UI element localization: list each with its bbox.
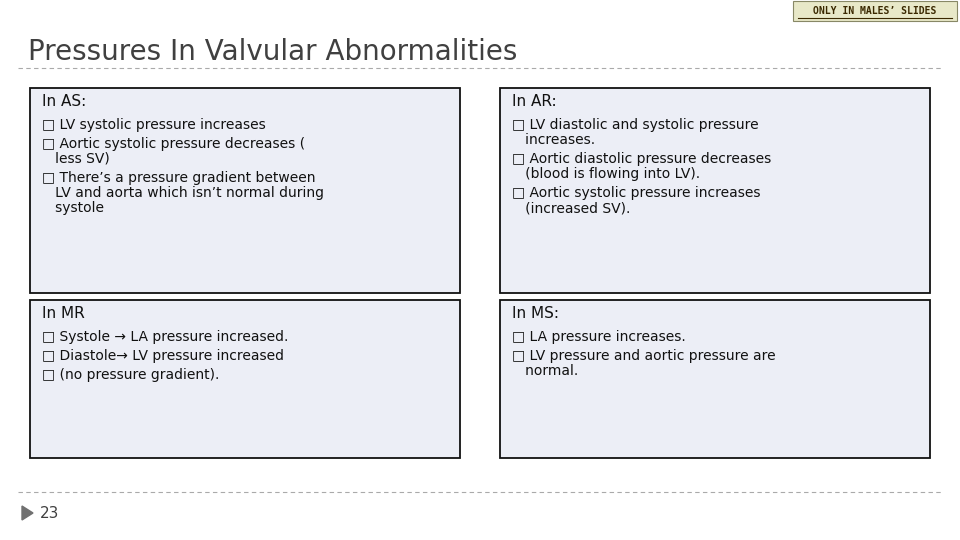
Text: 23: 23 (40, 505, 60, 521)
Text: In MR: In MR (42, 307, 84, 321)
Text: □ LV diastolic and systolic pressure: □ LV diastolic and systolic pressure (512, 118, 758, 132)
Text: □ There’s a pressure gradient between: □ There’s a pressure gradient between (42, 171, 316, 185)
Text: ONLY IN MALES’ SLIDES: ONLY IN MALES’ SLIDES (813, 6, 937, 16)
FancyBboxPatch shape (500, 300, 930, 458)
Text: less SV): less SV) (42, 152, 109, 166)
FancyBboxPatch shape (793, 1, 957, 21)
Text: LV and aorta which isn’t normal during: LV and aorta which isn’t normal during (42, 186, 324, 200)
Text: □ (no pressure gradient).: □ (no pressure gradient). (42, 368, 220, 382)
Polygon shape (22, 506, 33, 520)
Text: normal.: normal. (512, 364, 578, 378)
Text: increases.: increases. (512, 133, 595, 147)
Text: □ LV pressure and aortic pressure are: □ LV pressure and aortic pressure are (512, 349, 776, 363)
Text: □ Aortic systolic pressure decreases (: □ Aortic systolic pressure decreases ( (42, 137, 305, 151)
Text: □ LV systolic pressure increases: □ LV systolic pressure increases (42, 118, 266, 132)
Text: □ Diastole→ LV pressure increased: □ Diastole→ LV pressure increased (42, 349, 284, 363)
FancyBboxPatch shape (500, 88, 930, 293)
Text: (blood is flowing into LV).: (blood is flowing into LV). (512, 167, 700, 181)
Text: □ LA pressure increases.: □ LA pressure increases. (512, 330, 685, 344)
Text: Pressures In Valvular Abnormalities: Pressures In Valvular Abnormalities (28, 38, 517, 66)
Text: In AR:: In AR: (512, 94, 557, 110)
Text: systole: systole (42, 201, 104, 215)
FancyBboxPatch shape (30, 88, 460, 293)
FancyBboxPatch shape (30, 300, 460, 458)
Text: □ Systole → LA pressure increased.: □ Systole → LA pressure increased. (42, 330, 288, 344)
Text: (increased SV).: (increased SV). (512, 201, 631, 215)
Text: In AS:: In AS: (42, 94, 86, 110)
Text: In MS:: In MS: (512, 307, 559, 321)
Text: □ Aortic diastolic pressure decreases: □ Aortic diastolic pressure decreases (512, 152, 771, 166)
Text: □ Aortic systolic pressure increases: □ Aortic systolic pressure increases (512, 186, 760, 200)
